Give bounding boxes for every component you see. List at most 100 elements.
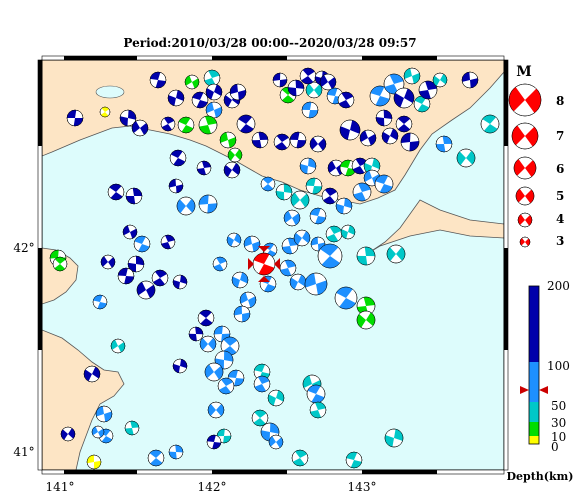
focal-mechanism-icon [356, 246, 376, 266]
magnitude-legend-title: M [516, 64, 532, 80]
magnitude-legend: M 8 7 6 5 4 3 [508, 64, 564, 248]
focal-mechanism-icon [205, 83, 223, 101]
focal-mechanism-icon [267, 389, 285, 407]
focal-mechanism-icon [309, 401, 327, 419]
focal-mechanism-icon [191, 91, 209, 109]
focal-mechanism-icon [136, 280, 156, 300]
focal-mechanism-icon [384, 428, 404, 448]
focal-mechanism-icon [287, 79, 305, 97]
magnitude-label: 4 [556, 212, 564, 226]
focal-mechanism-icon [100, 254, 116, 270]
focal-mechanism-icon [204, 362, 224, 382]
focal-mechanism-icon [151, 269, 169, 287]
depth-bar-shallow [529, 402, 539, 422]
focal-mechanism-icon [359, 129, 377, 147]
focal-mechanism-icon [99, 106, 111, 118]
highlight-focal-mechanism-icon [252, 252, 276, 276]
focal-mechanism-icon [299, 67, 317, 85]
focal-mechanism-icon [393, 87, 415, 109]
focal-mechanism-icon [177, 116, 195, 134]
focal-mechanism-icon [356, 310, 376, 330]
focal-mechanism-icon [184, 74, 200, 90]
map-frame [37, 55, 509, 475]
highlight-event [248, 246, 280, 282]
epicenter-marker [258, 246, 270, 252]
focal-mechanism-icon [196, 160, 212, 176]
focal-mechanism-icon [227, 147, 243, 163]
focal-mechanism-icon [304, 272, 328, 296]
lon-tick-label: 142° [198, 480, 227, 494]
focal-mechanism-icon [223, 161, 241, 179]
focal-mechanism-icon [206, 434, 222, 450]
focal-mechanism-icon [198, 115, 218, 135]
depth-tick-label: 10 [551, 430, 566, 444]
focal-mechanism-icon [275, 183, 293, 201]
focal-mechanism-icon [127, 255, 145, 273]
depth-tick-label: 0 [551, 440, 559, 454]
focal-mechanism-icon [52, 256, 68, 272]
focal-mechanism-icon [119, 109, 137, 127]
magnitude-legend-icon [519, 236, 531, 248]
focal-mechanism-icon [317, 243, 343, 269]
focal-mechanism-icon [400, 132, 420, 152]
land-east-cape [369, 199, 504, 253]
focal-mechanism-icon [432, 72, 448, 88]
focal-mechanism-icon [160, 234, 176, 250]
focal-mechanism-icon [309, 135, 327, 153]
magnitude-legend-icon [511, 122, 539, 150]
focal-mechanism-icon [374, 174, 394, 194]
lon-tick-label: 143° [348, 480, 377, 494]
focal-mechanism-icon [289, 273, 307, 291]
focal-mechanism-icon [381, 127, 399, 145]
focal-mechanism-icon [133, 235, 151, 253]
focal-mechanism-icon [283, 209, 301, 227]
magnitude-legend-icon [517, 212, 533, 228]
depth-tick-label: 50 [551, 399, 566, 413]
focal-mechanism-icon [66, 109, 84, 127]
focal-mechanism-icon [395, 115, 413, 133]
focal-mechanism-icon [310, 236, 326, 252]
focal-mechanism-icon [305, 81, 323, 99]
focal-mechanism-icon [243, 235, 261, 253]
magnitude-legend-icon [515, 186, 535, 206]
focal-mechanism-icon [363, 157, 381, 175]
epicenter-marker [258, 276, 270, 282]
focal-mechanism-icon [480, 114, 500, 134]
depth-tick-label: 30 [551, 416, 566, 430]
focal-mechanism-icon [461, 71, 479, 89]
focal-mechanism-icon [236, 114, 256, 134]
focal-mechanism-icon [321, 187, 339, 205]
focal-mechanism-icon [386, 244, 406, 264]
depth-tick-label: 200 [547, 279, 570, 293]
focal-mechanism-icon [83, 365, 101, 383]
focal-mechanism-icon [176, 196, 196, 216]
focal-mechanism-icon [172, 274, 188, 290]
focal-mechanism-icon [124, 420, 140, 436]
focal-mechanism-icon [251, 409, 269, 427]
focal-mechanism-icon [219, 131, 237, 149]
magnitude-label: 7 [556, 129, 564, 143]
focal-mechanism-icon [339, 119, 361, 141]
focal-mechanism-icon [273, 133, 291, 151]
focal-mechanism-icon [212, 256, 228, 272]
focal-mechanism-icon [334, 286, 358, 310]
focal-mechanism-icon [92, 294, 108, 310]
focal-mechanism-icon [290, 190, 310, 210]
focal-mechanism-icon [160, 116, 176, 132]
depth-tick-label: 100 [547, 359, 570, 373]
magnitude-label: 5 [556, 189, 564, 203]
focal-mechanism-icon [168, 178, 184, 194]
focal-mechanism-icon [197, 309, 215, 327]
focal-mechanism-icon [268, 434, 284, 450]
epicenter-marker [248, 258, 254, 270]
focal-mechanism-icon [375, 109, 393, 127]
focal-mechanism-icon [260, 176, 276, 192]
depth-marker-right [539, 386, 548, 394]
focal-mechanism-icon [172, 358, 188, 374]
depth-legend-title: Depth(km) [507, 470, 574, 483]
focal-mechanism-icon [251, 131, 269, 149]
lat-tick-label: 41° [13, 445, 34, 459]
focal-mechanism-icon [214, 350, 234, 370]
focal-mechanism-icon [229, 83, 247, 101]
focal-mechanism-icon [131, 119, 149, 137]
